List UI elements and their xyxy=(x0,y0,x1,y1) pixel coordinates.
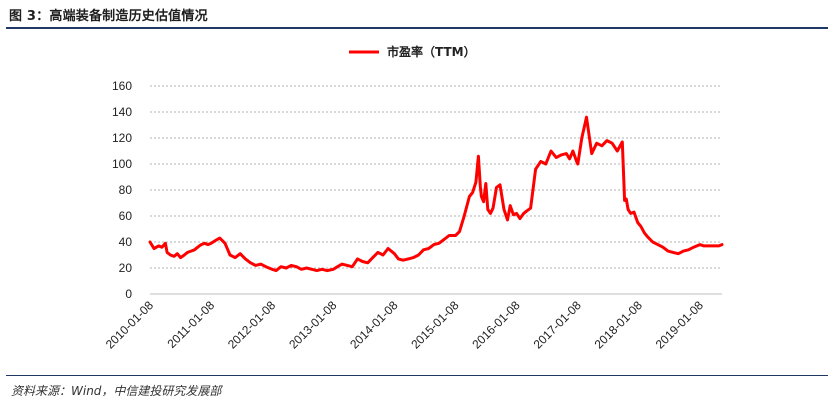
y-tick-label: 100 xyxy=(112,157,132,171)
y-tick-label: 140 xyxy=(112,105,132,119)
y-tick-label: 160 xyxy=(112,79,132,93)
x-axis: 2010-01-08 2011-01-08 2012-01-08 2013-01-08… xyxy=(103,298,706,352)
y-tick-label: 120 xyxy=(112,131,132,145)
x-tick-label: 2010-01-08 xyxy=(103,298,157,352)
x-tick-label: 2013-01-08 xyxy=(286,298,340,352)
y-tick-label: 60 xyxy=(119,209,133,223)
x-tick-label: 2017-01-08 xyxy=(531,298,585,352)
series-line-pe-ttm xyxy=(148,115,724,273)
x-tick-label: 2014-01-08 xyxy=(347,298,401,352)
legend-label: 市盈率（TTM） xyxy=(387,44,476,59)
x-tick-label: 2018-01-08 xyxy=(592,298,646,352)
y-axis: 0 20 40 60 80 100 120 140 160 xyxy=(112,79,132,301)
figure-title: 图 3：高端装备制造历史估值情况 xyxy=(9,9,208,24)
y-tick-label: 40 xyxy=(119,235,133,249)
y-tick-label: 80 xyxy=(119,183,133,197)
x-tick-label: 2015-01-08 xyxy=(408,298,462,352)
x-tick-label: 2011-01-08 xyxy=(165,298,218,351)
y-tick-label: 20 xyxy=(119,261,133,275)
source-divider xyxy=(6,375,828,376)
chart-legend: 市盈率（TTM） xyxy=(349,44,476,59)
title-underline xyxy=(6,27,828,29)
pe-ratio-line-chart: 市盈率（TTM） 0 20 40 60 80 100 120 140 160 2010-01-0… xyxy=(103,44,724,352)
chart-gridlines xyxy=(150,85,722,295)
x-tick-label: 2012-01-08 xyxy=(225,298,279,352)
source-note: 资料来源：Wind，中信建投研究发展部 xyxy=(11,384,222,398)
y-tick-label: 0 xyxy=(125,287,132,301)
x-tick-label: 2019-01-08 xyxy=(653,298,707,352)
x-tick-label: 2016-01-08 xyxy=(469,298,523,352)
